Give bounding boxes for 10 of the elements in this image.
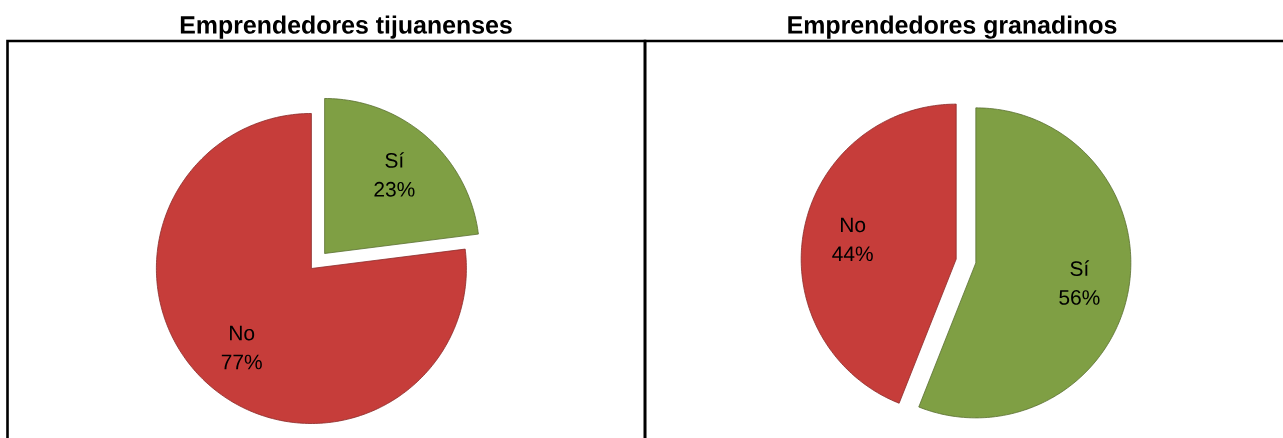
data-label: 56%	[1059, 290, 1100, 305]
data-label: 44%	[832, 246, 873, 262]
slice-label: Sí	[1070, 260, 1090, 276]
data-label: 23%	[374, 181, 415, 197]
slice-label: No	[841, 217, 866, 233]
slice-label: No	[230, 325, 255, 341]
chart-title: Emprendedores granadinos	[788, 15, 1117, 39]
data-label: 77%	[221, 354, 262, 370]
chart-title: Emprendedores tijuanenses	[180, 15, 512, 39]
slice-label: Sí	[385, 152, 405, 168]
